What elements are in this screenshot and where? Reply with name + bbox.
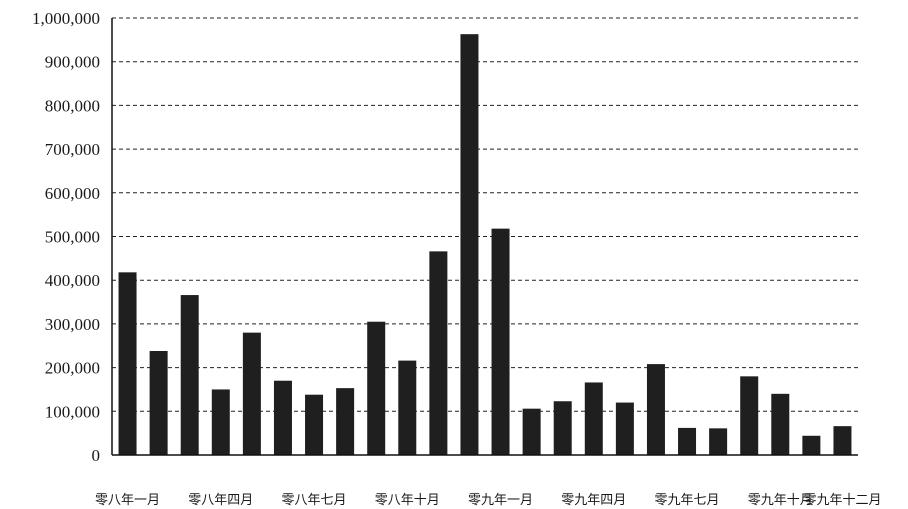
bar — [149, 350, 168, 455]
x-tick-label: 零九年七月 — [655, 493, 720, 508]
bar — [522, 408, 541, 455]
bar — [460, 34, 479, 455]
bar — [802, 435, 821, 455]
y-tick-label: 0 — [92, 446, 101, 465]
bar — [398, 360, 417, 455]
bar — [584, 382, 603, 455]
y-tick-label: 100,000 — [45, 402, 100, 421]
axes — [111, 18, 858, 456]
x-tick-label: 零九年四月 — [561, 493, 626, 508]
bar — [273, 380, 292, 455]
bar — [709, 428, 728, 455]
bar — [118, 272, 137, 455]
bar — [429, 251, 448, 455]
y-tick-label: 500,000 — [45, 228, 100, 247]
y-tick-label: 400,000 — [45, 271, 100, 290]
x-axis-tick-labels: 零八年一月 零八年四月 零八年七月 零八年十月 零九年一月 零九年四月 零九年七月 零九年十月… — [95, 493, 881, 508]
x-tick-label: 零九年十月 — [748, 493, 813, 508]
bar — [833, 426, 852, 455]
bar — [615, 402, 634, 455]
bar — [678, 427, 697, 455]
x-tick-label: 零九年一月 — [468, 493, 533, 508]
bar — [771, 393, 790, 455]
x-tick-label: 零八年十月 — [375, 493, 440, 508]
bar — [491, 228, 510, 455]
y-tick-label: 200,000 — [45, 359, 100, 378]
x-tick-label: 零八年七月 — [282, 493, 347, 508]
bar — [242, 332, 261, 455]
y-tick-label: 300,000 — [45, 315, 100, 334]
gridlines — [112, 17, 858, 412]
y-tick-label: 800,000 — [45, 96, 100, 115]
bar — [336, 388, 355, 455]
bar — [367, 321, 386, 455]
bars — [118, 34, 852, 455]
y-tick-label: 900,000 — [45, 53, 100, 72]
bar — [180, 295, 199, 455]
bar — [305, 394, 324, 455]
bar — [646, 364, 665, 455]
bar — [740, 376, 759, 455]
y-tick-label: 700,000 — [45, 140, 100, 159]
x-tick-label: 零八年四月 — [188, 493, 253, 508]
y-axis-tick-labels: 0 100,000 200,000 300,000 400,000 500,000 600,… — [32, 9, 100, 465]
x-tick-label: 零九年十二月 — [803, 493, 881, 508]
y-tick-label: 600,000 — [45, 184, 100, 203]
y-tick-label: 1,000,000 — [32, 9, 100, 28]
x-tick-label: 零八年一月 — [95, 493, 160, 508]
bar — [211, 389, 230, 455]
bar — [553, 401, 572, 455]
